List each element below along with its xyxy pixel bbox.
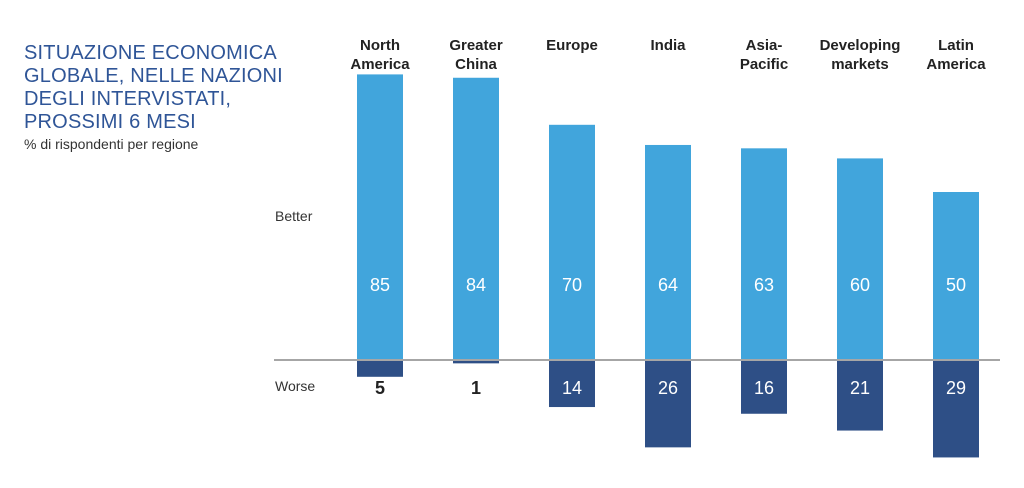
data-label-worse: 29 — [946, 378, 966, 398]
category-label: America — [350, 56, 410, 73]
data-label-better: 50 — [946, 275, 966, 295]
title-block: SITUAZIONE ECONOMICA GLOBALE, NELLE NAZI… — [24, 42, 324, 152]
bar-worse — [549, 360, 595, 408]
category-label: Developing — [820, 37, 901, 54]
data-label-better: 85 — [370, 275, 390, 295]
category-label: America — [926, 56, 986, 73]
bar-better — [357, 74, 403, 361]
data-label-better: 84 — [466, 275, 486, 295]
data-label-worse: 26 — [658, 378, 678, 398]
category-label: markets — [831, 56, 889, 73]
series-label-better: Better — [275, 208, 313, 224]
category-label: Europe — [546, 37, 598, 54]
bar-worse — [357, 360, 403, 377]
series-label-worse: Worse — [275, 378, 315, 394]
bar-better — [453, 77, 499, 360]
bar-worse — [741, 360, 787, 414]
category-label: Latin — [938, 37, 974, 54]
bar-worse — [933, 360, 979, 458]
bar-worse — [453, 360, 499, 364]
bar-better — [741, 148, 787, 360]
bar-worse — [645, 360, 691, 448]
data-label-worse: 14 — [562, 378, 582, 398]
bar-worse — [837, 360, 883, 431]
data-label-better: 64 — [658, 275, 678, 295]
chart-title: SITUAZIONE ECONOMICA GLOBALE, NELLE NAZI… — [24, 42, 283, 133]
category-label: Asia- — [746, 37, 783, 54]
data-label-worse: 1 — [471, 378, 481, 398]
data-label-better: 60 — [850, 275, 870, 295]
bar-better — [933, 192, 979, 360]
category-label: China — [455, 56, 497, 73]
category-label: India — [650, 37, 686, 54]
category-label: Pacific — [740, 56, 788, 73]
data-label-worse: 5 — [375, 378, 385, 398]
bar-better — [549, 124, 595, 360]
data-label-worse: 21 — [850, 378, 870, 398]
data-label-better: 70 — [562, 275, 582, 295]
bar-better — [837, 158, 883, 360]
bar-better — [645, 144, 691, 360]
data-label-better: 63 — [754, 275, 774, 295]
category-label: Greater — [449, 37, 503, 54]
category-label: North — [360, 37, 400, 54]
data-label-worse: 16 — [754, 378, 774, 398]
chart-subtitle: % di rispondenti per regione — [24, 136, 199, 152]
